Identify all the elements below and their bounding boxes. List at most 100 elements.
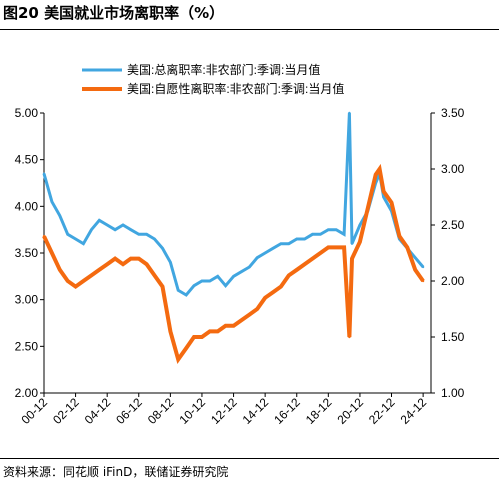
data-point <box>177 289 180 292</box>
x-tick-label: 14-12 <box>240 395 272 427</box>
data-point <box>66 279 69 283</box>
data-point <box>287 274 290 277</box>
data-point <box>311 257 314 260</box>
data-point <box>192 335 196 339</box>
data-point <box>216 275 219 278</box>
data-point <box>398 235 401 238</box>
data-point <box>271 247 275 250</box>
data-point <box>319 251 322 255</box>
data-point <box>121 263 125 266</box>
data-point <box>74 237 77 241</box>
axes: 2.00 2.50 3.00 3.50 4.00 4.50 5.00 1.00 1.50 2.00… <box>15 106 465 427</box>
data-point <box>263 251 267 255</box>
source-rule <box>0 458 499 459</box>
data-point <box>421 279 425 283</box>
data-point <box>185 347 188 350</box>
series-line-voluntary <box>42 163 425 364</box>
data-point <box>303 237 306 241</box>
right-tick-label: 1.00 <box>441 386 465 400</box>
x-tick-label: 04-12 <box>82 395 114 427</box>
data-point <box>232 275 235 278</box>
data-point <box>153 274 156 277</box>
data-point <box>263 296 267 299</box>
source-note: 资料来源：同花顺 iFinD，联储证券研究院 <box>3 465 229 479</box>
data-point <box>295 268 298 271</box>
data-point <box>50 251 54 255</box>
data-point <box>256 256 259 259</box>
data-point <box>169 261 172 264</box>
data-point <box>98 268 101 271</box>
data-point <box>129 257 132 260</box>
right-tick-label: 2.50 <box>441 218 465 232</box>
data-point <box>232 324 235 327</box>
data-point <box>216 330 219 333</box>
data-point <box>113 257 117 260</box>
data-point <box>82 279 85 283</box>
x-tick-label: 02-12 <box>50 395 82 427</box>
data-point <box>208 330 211 333</box>
legend-label: 美国:自愿性离职率:非农部门:季调:当月值 <box>127 81 344 96</box>
data-point <box>287 242 290 245</box>
x-tick-label: 16-12 <box>271 395 303 427</box>
data-point <box>311 233 314 236</box>
data-point <box>58 268 61 271</box>
data-point <box>50 200 54 203</box>
data-point <box>271 291 275 294</box>
data-point <box>200 279 204 283</box>
data-point <box>74 285 77 288</box>
x-tick-label: 18-12 <box>303 395 335 427</box>
right-tick-label: 3.50 <box>441 106 465 120</box>
data-point <box>129 228 132 231</box>
data-point <box>319 233 322 236</box>
data-point <box>335 246 338 249</box>
left-tick-label: 3.00 <box>15 293 39 307</box>
data-point <box>327 246 330 249</box>
right-tick-label: 3.00 <box>441 162 465 176</box>
data-point <box>42 235 46 238</box>
data-point <box>279 285 283 288</box>
data-point <box>303 263 306 266</box>
figure-title: 图20 美国就业市场离职率（%） <box>3 4 225 22</box>
x-tick-label: 22-12 <box>366 395 398 427</box>
data-point <box>177 358 180 361</box>
data-point <box>374 173 377 176</box>
left-tick-label: 4.00 <box>15 199 39 213</box>
data-point <box>66 233 69 236</box>
data-point <box>335 228 338 231</box>
series-layer <box>42 111 425 364</box>
data-point <box>382 190 385 193</box>
x-tick-label: 12-12 <box>208 395 240 427</box>
left-tick-label: 4.50 <box>15 153 39 167</box>
data-point <box>224 284 227 287</box>
data-point <box>240 319 243 322</box>
data-point <box>350 257 354 260</box>
data-point <box>106 263 109 266</box>
data-point <box>358 223 362 227</box>
data-point <box>153 237 156 241</box>
data-point <box>169 330 172 333</box>
data-point <box>248 313 251 316</box>
left-tick-label: 3.50 <box>15 246 39 260</box>
data-point <box>414 268 417 271</box>
right-tick-label: 1.50 <box>441 330 465 344</box>
data-point <box>161 285 164 288</box>
legend-label: 美国:总离职率:非农部门:季调:当月值 <box>127 62 320 77</box>
data-point <box>414 256 417 259</box>
data-point <box>121 223 125 227</box>
data-point <box>279 242 283 245</box>
data-point <box>113 228 117 231</box>
x-tick-label: 24-12 <box>398 395 430 427</box>
left-tick-label: 2.00 <box>15 386 39 400</box>
data-point <box>208 279 211 283</box>
data-point <box>82 242 85 245</box>
data-point <box>58 214 61 217</box>
data-point <box>90 274 93 277</box>
x-tick-label: 06-12 <box>113 395 145 427</box>
data-point <box>421 265 425 269</box>
data-point <box>348 111 351 115</box>
data-point <box>378 167 381 171</box>
right-tick-label: 2.00 <box>441 274 465 288</box>
data-point <box>350 242 354 245</box>
data-point <box>137 257 140 260</box>
